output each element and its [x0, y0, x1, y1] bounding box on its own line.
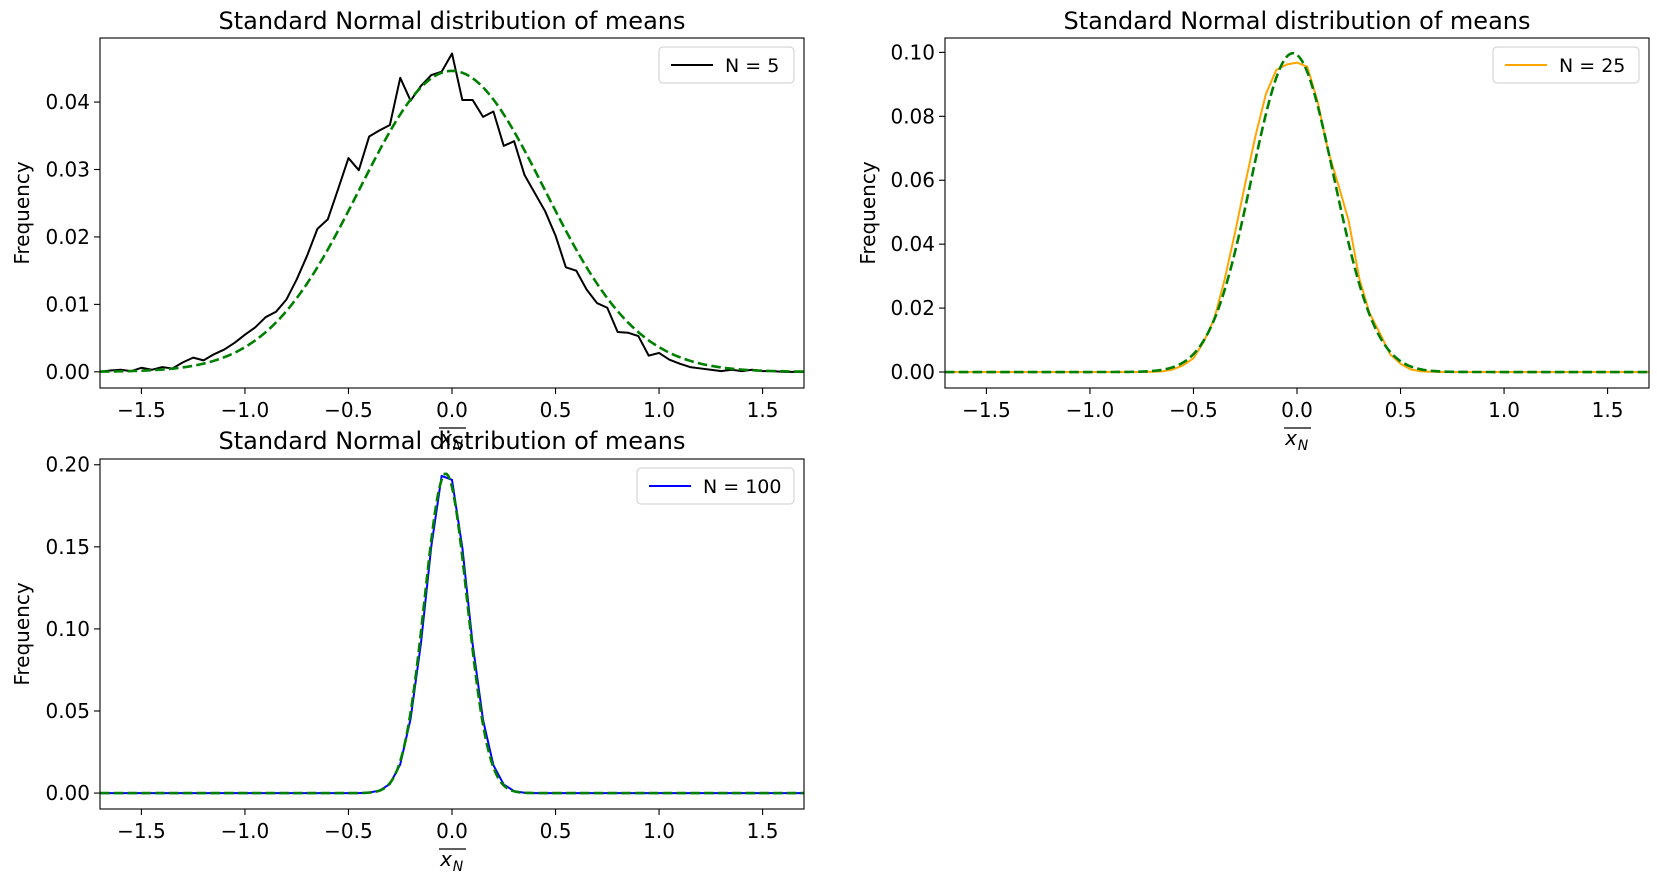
- series-line-n-100: [100, 474, 804, 795]
- legend: N = 5: [658, 46, 795, 84]
- y-tick-label: 0.02: [45, 225, 90, 249]
- x-tick-label: 1.0: [1488, 398, 1520, 422]
- legend: N = 25: [1492, 46, 1640, 84]
- series-lines: [945, 51, 1649, 374]
- legend-label: N = 25: [1559, 55, 1625, 77]
- legend-label: N = 5: [725, 55, 779, 77]
- x-axis-label-subscript: N: [1298, 438, 1309, 454]
- y-axis-label: Frequency: [856, 161, 880, 264]
- x-tick-label: 0.0: [436, 398, 468, 422]
- y-tick-label: 0.08: [890, 104, 935, 128]
- x-tick-label: −1.0: [1066, 398, 1115, 422]
- x-axis-label: x: [439, 426, 452, 450]
- x-axis-label: x: [439, 847, 452, 871]
- subplot-n25: Standard Normal distribution of means Fr…: [856, 7, 1650, 454]
- series-lines: [100, 472, 804, 795]
- y-tick-label: 0.03: [45, 158, 90, 182]
- x-axis-label: x: [1284, 426, 1297, 450]
- x-axis-label-subscript: N: [453, 859, 464, 875]
- axes-frame: [99, 458, 805, 810]
- x-tick-label: −0.5: [324, 398, 373, 422]
- x-tick-label: 1.5: [747, 398, 779, 422]
- x-tick-label: −0.5: [324, 819, 373, 843]
- x-tick-label: 0.5: [540, 398, 572, 422]
- y-tick-label: 0.05: [45, 699, 90, 723]
- plot-area: −1.5 −1.0 −0.5 0.0 0.5 1.0 1.5 0.00 0.02 0.04 0.06…: [890, 37, 1650, 454]
- y-axis-label: Frequency: [10, 161, 34, 264]
- x-tick-label: −1.5: [117, 398, 166, 422]
- x-tick-label: 0.0: [436, 819, 468, 843]
- y-axis-label: Frequency: [10, 582, 34, 685]
- x-tick-label: 1.5: [1592, 398, 1624, 422]
- y-tick-label: 0.00: [890, 360, 935, 384]
- subplot-n100: Standard Normal distribution of means Fr…: [10, 427, 805, 875]
- series-line-n-5: [100, 52, 804, 373]
- x-tick-label: −0.5: [1169, 398, 1218, 422]
- legend-label: N = 100: [703, 476, 781, 498]
- y-tick-label: 0.04: [45, 90, 90, 114]
- x-tick-label: 1.5: [747, 819, 779, 843]
- x-tick-label: 1.0: [643, 819, 675, 843]
- x-tick-label: 0.5: [1385, 398, 1417, 422]
- series-line-n-25: [945, 61, 1649, 374]
- y-tick-label: 0.10: [45, 617, 90, 641]
- y-tick-label: 0.20: [45, 453, 90, 477]
- axes-frame: [99, 37, 805, 389]
- normal-fit-line: [100, 472, 804, 795]
- y-tick-label: 0.06: [890, 168, 935, 192]
- legend-box: [636, 467, 795, 505]
- plot-area: −1.5 −1.0 −0.5 0.0 0.5 1.0 1.5 0.00 0.05 0.10 0.15…: [45, 453, 805, 875]
- chart-title: Standard Normal distribution of means: [1063, 7, 1530, 35]
- normal-fit-line: [945, 51, 1649, 374]
- legend-box: [658, 46, 795, 84]
- y-tick-label: 0.04: [890, 232, 935, 256]
- subplot-n5: Standard Normal distribution of means Fr…: [10, 7, 805, 454]
- y-tick-label: 0.00: [45, 781, 90, 805]
- plot-area: −1.5 −1.0 −0.5 0.0 0.5 1.0 1.5 0.00 0.01 0.02 0.03…: [45, 37, 805, 454]
- y-tick-label: 0.02: [890, 296, 935, 320]
- y-tick-label: 0.15: [45, 535, 90, 559]
- chart-title: Standard Normal distribution of means: [218, 427, 685, 455]
- chart-title: Standard Normal distribution of means: [218, 7, 685, 35]
- legend-box: [1492, 46, 1640, 84]
- x-tick-label: −1.5: [117, 819, 166, 843]
- series-lines: [100, 52, 804, 373]
- x-tick-label: 0.0: [1281, 398, 1313, 422]
- y-tick-label: 0.10: [890, 40, 935, 64]
- legend: N = 100: [636, 467, 795, 505]
- axes-frame: [944, 37, 1650, 389]
- x-tick-label: 0.5: [540, 819, 572, 843]
- normal-fit-line: [100, 69, 804, 373]
- x-axis-label-subscript: N: [453, 438, 464, 454]
- y-tick-label: 0.01: [45, 292, 90, 316]
- x-tick-label: −1.0: [221, 819, 270, 843]
- x-tick-label: 1.0: [643, 398, 675, 422]
- x-tick-label: −1.0: [221, 398, 270, 422]
- x-tick-label: −1.5: [962, 398, 1011, 422]
- y-tick-label: 0.00: [45, 360, 90, 384]
